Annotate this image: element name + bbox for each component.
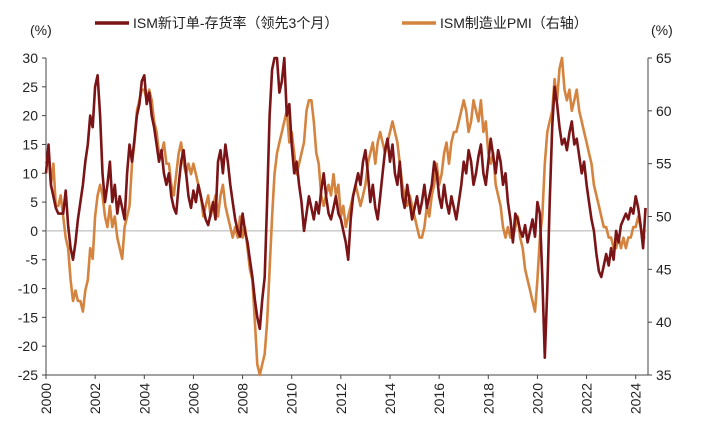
left-axis-ticks: 30 25 20 15 10 5 0 -5 -10 -15 -20 -25 <box>18 50 46 383</box>
x-tick-label: 2014 <box>382 383 398 414</box>
left-tick-label: -5 <box>26 252 39 268</box>
right-tick-label: 40 <box>656 314 672 330</box>
left-tick-label: -20 <box>18 338 38 354</box>
left-tick-label: 10 <box>22 165 38 181</box>
left-tick-label: 0 <box>30 223 38 239</box>
series-line-new-orders <box>44 56 647 359</box>
x-tick-label: 2004 <box>136 383 152 414</box>
right-tick-label: 60 <box>656 103 672 119</box>
left-tick-label: -25 <box>18 367 38 383</box>
series-layer <box>44 56 647 377</box>
left-tick-label: -15 <box>18 309 38 325</box>
left-tick-label: 5 <box>30 194 38 210</box>
right-tick-label: 55 <box>656 156 672 172</box>
x-tick-label: 2020 <box>529 383 545 414</box>
x-tick-label: 2006 <box>185 383 201 414</box>
x-tick-label: 2010 <box>284 383 300 414</box>
right-axis-ticks: 65 60 55 50 45 40 35 <box>648 50 672 383</box>
left-tick-label: -10 <box>18 281 38 297</box>
left-tick-label: 15 <box>22 136 38 152</box>
series-line-pmi <box>44 56 646 377</box>
left-tick-label: 25 <box>22 79 38 95</box>
x-tick-label: 2012 <box>333 383 349 414</box>
x-tick-label: 2024 <box>628 383 644 414</box>
right-axis-unit-label: (%) <box>651 22 673 38</box>
x-tick-label: 2016 <box>431 383 447 414</box>
legend-label-new-orders: ISM新订单-存货率（领先3个月） <box>133 15 338 31</box>
right-tick-label: 35 <box>656 367 672 383</box>
x-tick-label: 2008 <box>235 383 251 414</box>
x-tick-label: 2018 <box>480 383 496 414</box>
left-tick-label: 20 <box>22 108 38 124</box>
left-tick-label: 30 <box>22 50 38 66</box>
legend: ISM新订单-存货率（领先3个月） ISM制造业PMI（右轴） <box>95 15 588 31</box>
legend-label-pmi: ISM制造业PMI（右轴） <box>440 15 588 31</box>
x-tick-label: 2022 <box>579 383 595 414</box>
x-tick-label: 2000 <box>38 383 54 414</box>
right-tick-label: 50 <box>656 209 672 225</box>
x-axis-ticks: 2000 2002 2004 2006 2008 2010 2012 2014 2016 2018… <box>38 375 644 414</box>
x-tick-label: 2002 <box>87 383 103 414</box>
right-tick-label: 65 <box>656 50 672 66</box>
left-axis-unit-label: (%) <box>30 22 52 38</box>
right-tick-label: 45 <box>656 261 672 277</box>
